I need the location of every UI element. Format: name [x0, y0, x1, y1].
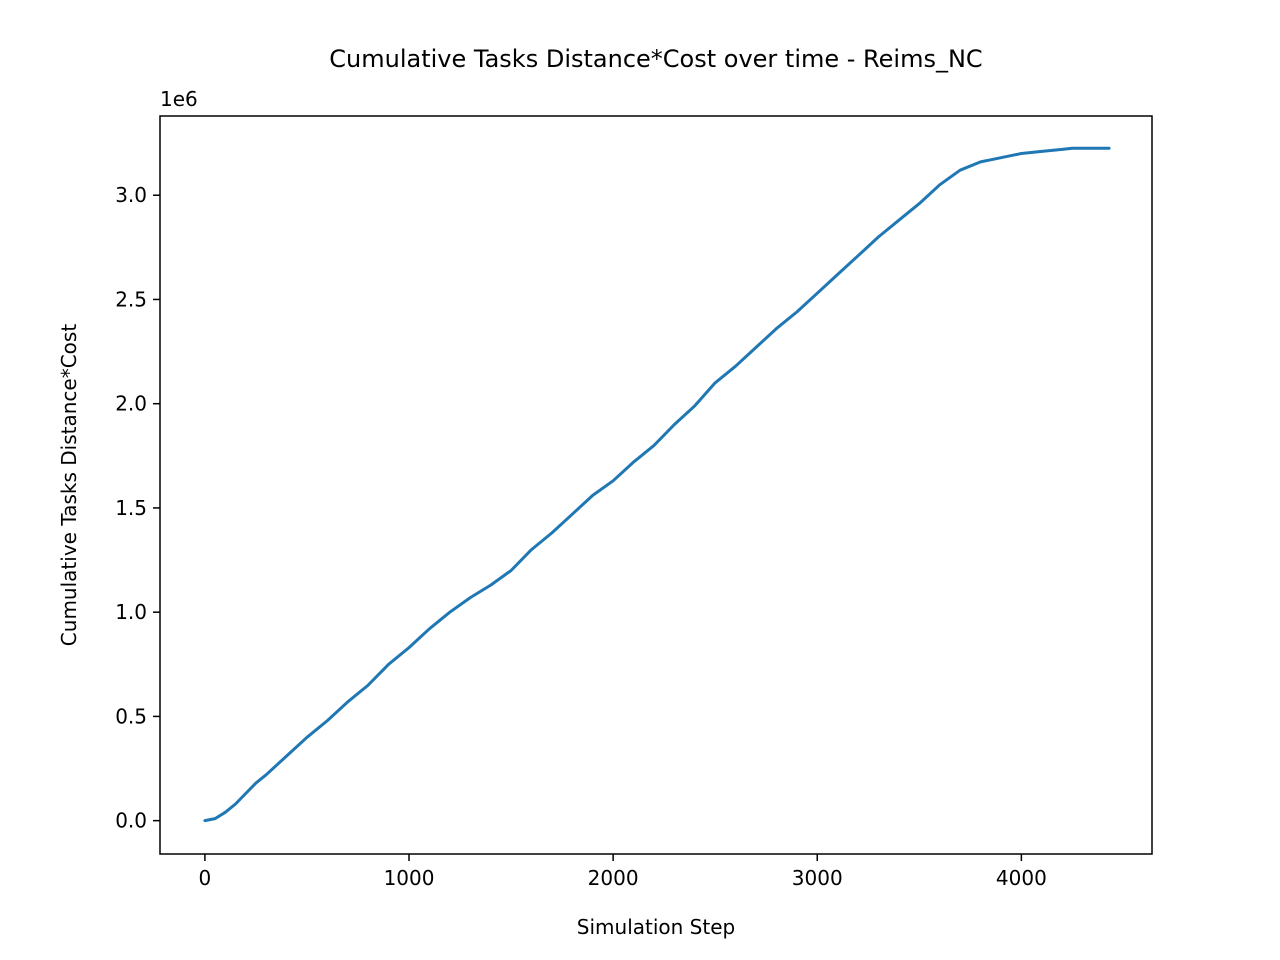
- y-tick-label: 2.0: [115, 392, 147, 416]
- chart-title: Cumulative Tasks Distance*Cost over time…: [329, 45, 982, 73]
- y-offset-label: 1e6: [160, 87, 198, 111]
- x-tick-label: 2000: [588, 866, 639, 890]
- y-tick-label: 0.0: [115, 809, 147, 833]
- x-tick-label: 0: [199, 866, 212, 890]
- y-axis-label: Cumulative Tasks Distance*Cost: [57, 324, 81, 647]
- y-tick-label: 3.0: [115, 183, 147, 207]
- x-tick-label: 3000: [792, 866, 843, 890]
- y-tick-label: 2.5: [115, 287, 147, 311]
- ticks: 0 1000 2000 3000 4000 0.0 0.5 1.0 1.5 2.0 2.5 3.0: [115, 183, 1047, 890]
- plot-frame: [159, 115, 1153, 855]
- series-line: [203, 146, 1111, 823]
- y-tick-label: 1.0: [115, 600, 147, 624]
- plot-series: [203, 146, 1111, 823]
- y-tick-label: 0.5: [115, 704, 147, 728]
- x-axis-label: Simulation Step: [577, 915, 735, 939]
- x-tick-label: 1000: [384, 866, 435, 890]
- y-tick-label: 1.5: [115, 496, 147, 520]
- x-tick-label: 4000: [996, 866, 1047, 890]
